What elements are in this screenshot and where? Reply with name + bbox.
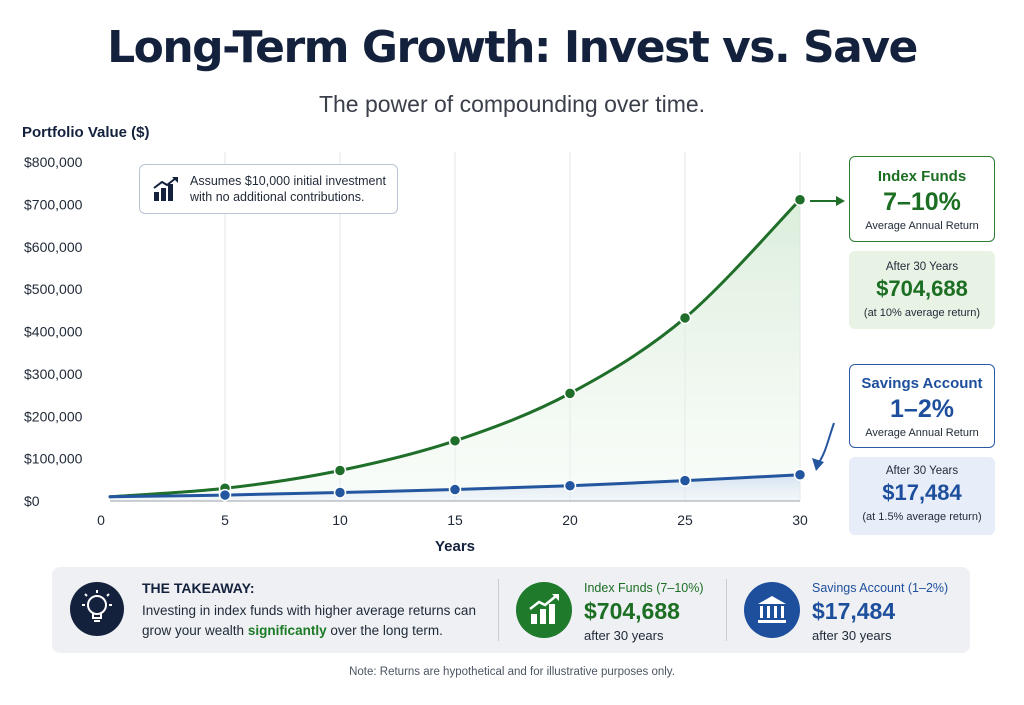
savings-card-rate: 1–2%: [890, 395, 954, 423]
savings-arrow: [817, 422, 835, 465]
y-tick-label-800000: $800,000: [24, 154, 83, 170]
index-result-value: $704,688: [876, 276, 968, 301]
takeaway-body-start: Investing in index funds with higher ave…: [142, 603, 476, 638]
index-funds-card: Index Funds 7–10% Average Annual Return: [849, 156, 995, 242]
index-funds-point-25: [678, 311, 692, 325]
x-tick-label-20: 20: [562, 512, 578, 528]
lightbulb-icon: [70, 582, 124, 636]
page-subtitle: The power of compounding over time.: [318, 91, 706, 117]
takeaway-divider-1: [498, 579, 499, 641]
assumption-box: Assumes $10,000 initial investment with …: [139, 164, 398, 214]
takeaway-body-end: over the long term.: [326, 623, 443, 638]
savings-account-card: Savings Account 1–2% Average Annual Retu…: [849, 364, 995, 448]
takeaway-index-value: $704,688: [584, 598, 680, 624]
savings-result-value: $17,484: [882, 480, 962, 505]
takeaway-highlight: significantly: [247, 623, 327, 638]
x-tick-label-0: 0: [97, 512, 105, 528]
savings-account-point-10: [333, 486, 347, 499]
y-tick-label-500000: $500,000: [24, 281, 83, 297]
y-tick-label-600000: $600,000: [24, 239, 83, 255]
savings-account-result-card: After 30 Years $17,484 (at 1.5% average …: [849, 457, 995, 535]
x-axis-label: Years: [435, 538, 475, 555]
growth-chart-icon: [516, 582, 572, 638]
y-tick-label-100000: $100,000: [24, 451, 83, 467]
takeaway-savings-value: $17,484: [812, 598, 896, 624]
index-funds-point-20: [563, 387, 577, 400]
bar-chart-growth-icon: [153, 177, 178, 201]
savings-account-point-15: [448, 483, 462, 496]
savings-card-heading: Savings Account: [861, 375, 983, 392]
takeaway-divider-2: [726, 579, 727, 641]
x-tick-label-15: 15: [447, 512, 463, 528]
index-funds-area: [110, 199, 800, 501]
y-tick-label-700000: $700,000: [24, 196, 83, 212]
assumption-line-1: Assumes $10,000 initial investment: [190, 174, 386, 188]
index-card-rate: 7–10%: [883, 188, 961, 216]
x-tick-label-10: 10: [332, 512, 348, 528]
y-tick-label-400000: $400,000: [24, 324, 83, 340]
index-card-rate-label: Average Annual Return: [865, 220, 979, 232]
takeaway-title: THE TAKEAWAY:: [142, 580, 255, 596]
index-funds-point-30: [793, 193, 807, 206]
index-result-after: After 30 Years: [885, 261, 959, 273]
savings-account-point-30: [793, 468, 807, 481]
takeaway-savings-after: after 30 years: [812, 628, 892, 643]
y-axis-label: Portfolio Value ($): [22, 124, 150, 141]
bank-icon: [744, 582, 800, 638]
takeaway-panel: THE TAKEAWAY: Investing in index funds w…: [52, 567, 970, 653]
savings-account-point-5: [218, 488, 232, 502]
x-tick-label-30: 30: [792, 512, 808, 528]
savings-account-point-25: [678, 474, 692, 487]
takeaway-body: Investing in index funds with higher ave…: [142, 601, 492, 641]
y-tick-label-0: $0: [24, 493, 40, 509]
index-funds-point-10: [333, 464, 347, 477]
x-tick-label-5: 5: [221, 512, 229, 528]
savings-card-rate-label: Average Annual Return: [865, 427, 979, 439]
x-tick-label-25: 25: [677, 512, 693, 528]
index-funds-point-15: [448, 434, 462, 448]
disclaimer-note: Note: Returns are hypothetical and for i…: [349, 666, 675, 678]
savings-result-after: After 30 Years: [885, 465, 959, 477]
index-result-note: (at 10% average return): [863, 307, 981, 319]
y-tick-label-200000: $200,000: [24, 408, 83, 424]
page-title: Long-Term Growth: Invest vs. Save: [107, 22, 918, 73]
index-arrow-head: [836, 196, 845, 206]
takeaway-index-after: after 30 years: [584, 628, 664, 643]
y-tick-label-300000: $300,000: [24, 366, 83, 382]
takeaway-savings-label: Savings Account (1–2%): [812, 581, 949, 595]
savings-account-point-20: [563, 479, 577, 492]
savings-result-note: (at 1.5% average return): [862, 511, 982, 523]
savings-arrow-head: [812, 458, 824, 471]
takeaway-index-label: Index Funds (7–10%): [584, 581, 704, 595]
index-funds-result-card: After 30 Years $704,688 (at 10% average …: [849, 251, 995, 329]
assumption-line-2: with no additional contributions.: [190, 190, 365, 204]
index-card-heading: Index Funds: [877, 168, 967, 185]
growth-line-chart: $0 $100,000 $200,000 $300,000 $400,000 $500,0…: [22, 124, 845, 555]
